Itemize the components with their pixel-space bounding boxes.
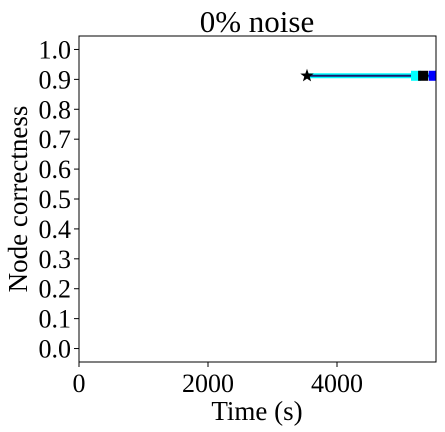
y-tick-label: 0.2 — [39, 275, 72, 304]
marker-star — [300, 68, 314, 82]
marker-square — [428, 70, 436, 81]
y-axis-label: Node correctness — [3, 106, 33, 293]
y-tick-label: 0.7 — [39, 125, 72, 154]
y-tick-label: 0.4 — [39, 215, 72, 244]
y-tick-label: 0.0 — [39, 335, 72, 364]
y-tick-label: 0.6 — [39, 155, 72, 184]
y-tick-label: 0.1 — [39, 305, 72, 334]
y-tick-label: 0.3 — [39, 245, 72, 274]
x-tick-label: 4000 — [311, 369, 363, 398]
y-tick-label: 0.8 — [39, 95, 72, 124]
x-tick-label: 2000 — [182, 369, 234, 398]
y-tick-label: 1.0 — [39, 35, 72, 64]
x-axis-label: Time (s) — [211, 396, 302, 426]
marker-square — [411, 70, 422, 81]
chart-title: 0% noise — [200, 4, 315, 39]
y-tick-label: 0.5 — [39, 185, 72, 214]
plot-frame — [78, 35, 437, 363]
y-tick-label: 0.9 — [39, 65, 72, 94]
x-tick-label: 0 — [73, 369, 86, 398]
plot-area — [300, 68, 436, 82]
marker-square — [418, 70, 429, 81]
